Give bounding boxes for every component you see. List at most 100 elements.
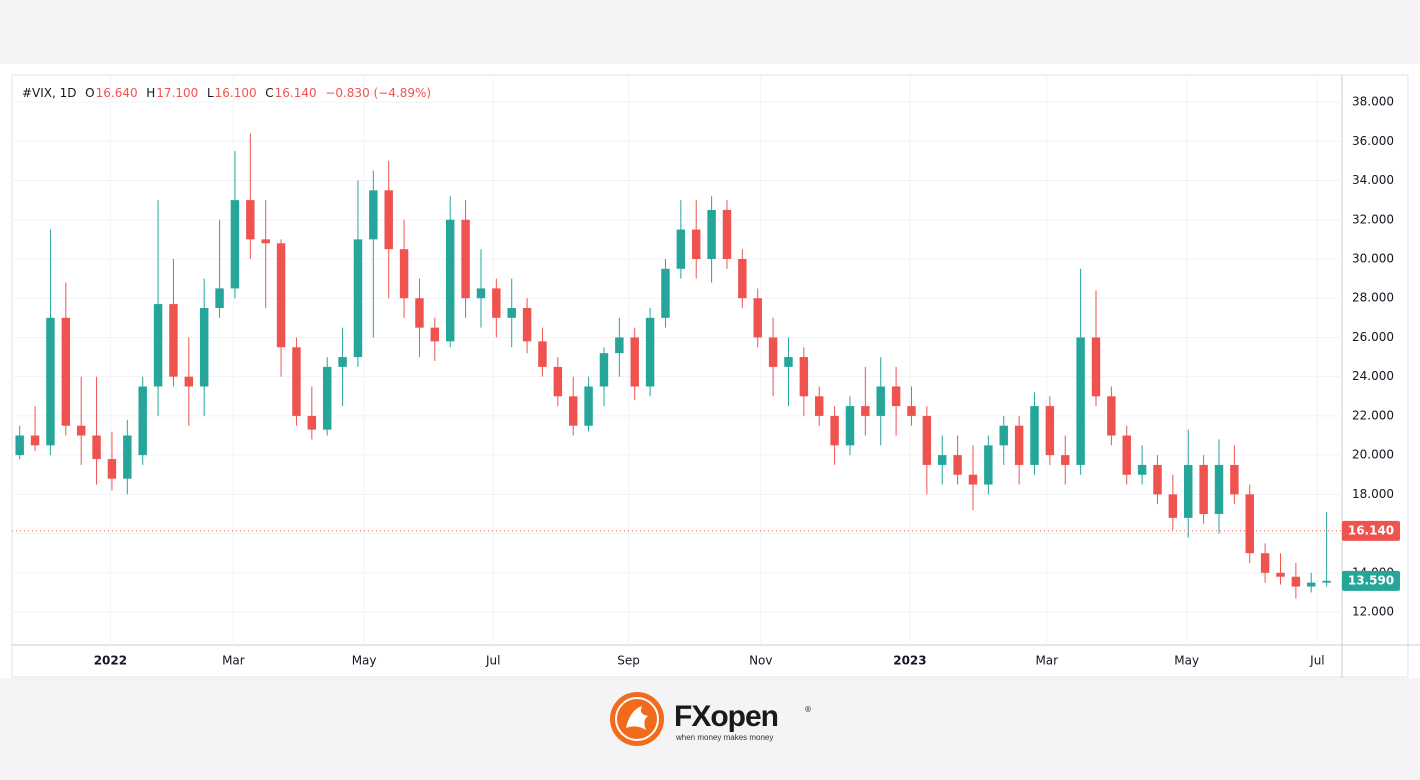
- candle-body: [968, 474, 978, 485]
- candle-body: [461, 219, 470, 299]
- candle-body: [384, 190, 393, 250]
- candle-body: [61, 317, 71, 426]
- plot-frame: [11, 74, 1409, 678]
- candle-body: [784, 357, 793, 367]
- candle-body: [1137, 464, 1147, 475]
- candle-body: [1214, 464, 1224, 514]
- candle-body: [953, 455, 962, 475]
- ohlc-value: 16.640: [95, 86, 138, 100]
- candle-body: [1245, 494, 1254, 554]
- y-tick-label: 38.000: [1352, 95, 1394, 109]
- candle-body: [1322, 580, 1331, 583]
- candle-body: [292, 347, 301, 416]
- candle-body: [999, 425, 1008, 446]
- candle-body: [1276, 572, 1285, 577]
- candle-body: [476, 288, 486, 299]
- ohlc-key: O: [85, 86, 95, 100]
- candle-body: [169, 304, 178, 377]
- legend: #VIX, 1D O16.640 H17.100 L16.100 C16.140…: [22, 86, 432, 100]
- candle-body: [1260, 553, 1270, 573]
- candle-body: [415, 298, 424, 328]
- x-tick-label: May: [352, 654, 377, 668]
- candle-body: [738, 258, 747, 299]
- y-tick-label: 26.000: [1352, 330, 1394, 344]
- y-tick-label: 18.000: [1352, 487, 1394, 501]
- candle-body: [522, 308, 532, 342]
- candle-body: [76, 425, 86, 436]
- candle-body: [676, 229, 686, 269]
- candle-body: [1030, 406, 1039, 465]
- x-tick-label: Nov: [749, 654, 772, 668]
- price-tag: [1342, 520, 1400, 541]
- candle-body: [246, 200, 255, 240]
- candle-body: [984, 445, 993, 485]
- ohlc-value: 17.100: [156, 86, 199, 100]
- y-tick-label: 30.000: [1352, 251, 1394, 265]
- candle-body: [722, 209, 732, 259]
- candle-body: [922, 415, 932, 465]
- candle-body: [938, 455, 947, 465]
- candle-body: [599, 353, 609, 387]
- ohlc-value: 16.140: [274, 86, 317, 100]
- ohlc-value: 16.100: [214, 86, 257, 100]
- candle-body: [307, 415, 317, 430]
- candle-body: [630, 337, 639, 387]
- x-tick-label: 2022: [94, 654, 127, 668]
- candle-body: [707, 209, 716, 259]
- candle-body: [538, 341, 547, 367]
- candle-body: [369, 190, 378, 240]
- candle-body: [123, 435, 132, 479]
- candle-body: [1107, 396, 1116, 436]
- candle-body: [46, 317, 55, 446]
- candle-body: [768, 337, 778, 367]
- candle-body: [799, 357, 809, 397]
- candle-body: [1168, 494, 1178, 518]
- candle-body: [1091, 337, 1101, 397]
- candle-body: [891, 386, 901, 407]
- candle-body: [1014, 425, 1024, 465]
- candle-body: [1184, 464, 1193, 518]
- candle-body: [1122, 435, 1131, 475]
- candle-body: [876, 386, 885, 416]
- candle-body: [30, 435, 40, 446]
- candle-body: [691, 229, 701, 259]
- candle-body: [907, 406, 916, 416]
- candle-body: [399, 249, 409, 299]
- candle-body: [353, 239, 363, 358]
- y-tick-label: 32.000: [1352, 212, 1394, 226]
- candle-body: [215, 288, 224, 309]
- candle-body: [1061, 455, 1070, 465]
- candle-body: [184, 376, 194, 387]
- candle-body: [261, 239, 270, 244]
- y-tick-label: 34.000: [1352, 173, 1394, 187]
- y-tick-label: 36.000: [1352, 134, 1394, 148]
- x-tick-label: Jul: [485, 654, 500, 668]
- top-band: [0, 0, 1420, 64]
- candle-body: [861, 406, 870, 416]
- y-tick-label: 28.000: [1352, 291, 1394, 305]
- chart: 12.00014.00016.00018.00020.00022.00024.0…: [11, 74, 1420, 678]
- candle-body: [814, 396, 824, 416]
- y-tick-label: 12.000: [1352, 605, 1394, 619]
- chart-panel: [0, 64, 1420, 678]
- candle-body: [1291, 576, 1301, 587]
- x-tick-label: Mar: [222, 654, 245, 668]
- candle-body: [1199, 464, 1208, 514]
- footer: [0, 678, 1420, 780]
- candle-body: [1045, 406, 1055, 456]
- registered-mark: ®: [804, 705, 812, 714]
- candle-body: [445, 219, 455, 342]
- candle-body: [1307, 582, 1316, 587]
- candle-body: [322, 366, 332, 430]
- price-tag-label: 16.140: [1348, 523, 1394, 537]
- x-tick-label: May: [1174, 654, 1199, 668]
- price-tag: [1342, 570, 1400, 591]
- y-tick-label: 22.000: [1352, 408, 1394, 422]
- candle-body: [568, 396, 578, 426]
- candle-body: [276, 243, 286, 348]
- candle-body: [845, 406, 855, 446]
- y-tick-label: 24.000: [1352, 369, 1394, 383]
- x-tick-label: Jul: [1309, 654, 1324, 668]
- candle-body: [507, 308, 516, 318]
